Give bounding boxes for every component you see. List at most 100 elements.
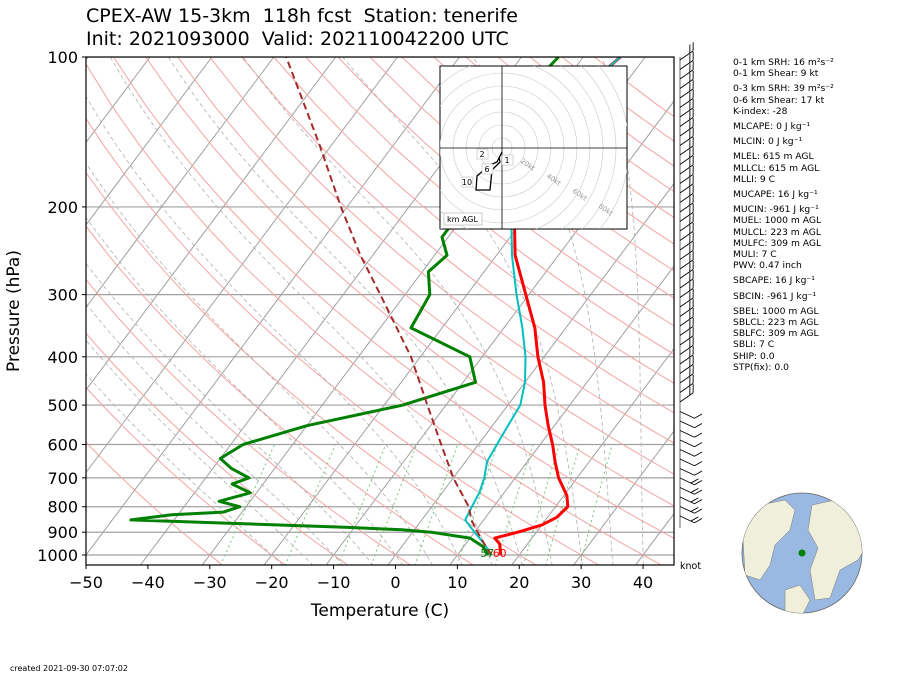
barb-flag [692,165,694,175]
barb-flag [692,184,694,194]
surface-dewpoint-label: 57 [480,547,494,560]
stat-line: MLLCL: 615 m AGL [733,162,820,174]
chart-title: CPEX-AW 15-3km 118h fcst Station: teneri… [86,5,518,27]
barb-staff [679,268,694,279]
barb-flag [692,175,694,184]
barb-flag [692,118,694,127]
barb-flag [689,206,691,215]
wind-barb [679,477,703,486]
barb-flag [692,336,694,346]
wind-barb [679,420,703,429]
stat-line: SHIP: 0.0 [733,350,775,362]
barb-flag [689,168,691,177]
barb-flag [694,451,703,457]
north-america-landmass [742,499,796,581]
dry-adiabat [86,332,349,565]
stat-line: SBLFC: 309 m AGL [733,328,819,340]
barb-flag [689,225,691,234]
wind-units-label: knot [680,561,701,572]
stat-line: MLEL: 615 m AGL [733,151,814,163]
wind-barb [679,232,694,251]
barb-flag [692,80,694,89]
barb-flag [694,508,703,514]
dry-adiabat [86,63,663,565]
stat-line: SBLCL: 223 m AGL [733,317,819,329]
barb-flag [692,251,694,260]
barb-flag [694,518,703,524]
surface-temp-label: 60 [493,547,507,560]
wind-barb [679,137,694,156]
barb-flag [692,137,694,146]
mixing-ratio-line [414,444,459,565]
barb-flag [689,215,691,225]
mixing-ratio-line [284,444,337,565]
barb-staff [679,145,694,156]
isotherm [449,265,674,565]
dry-adiabat [273,57,674,384]
barb-flag [694,489,703,495]
barb-staff [679,373,694,384]
wind-barb [679,61,694,80]
barb-flag [689,44,691,54]
hodograph-height-label: 6 [484,165,489,174]
stat-line: MULI: 7 C [733,249,777,261]
barb-staff [679,211,694,222]
barb-flag [689,291,691,301]
barb-flag [692,327,694,336]
wind-barb [679,165,694,184]
x-tick-label: −20 [255,573,289,592]
barb-flag [689,329,691,339]
barb-flag [692,108,694,118]
wind-barb [679,194,694,213]
barb-flag [692,346,694,355]
barb-flag [689,234,691,244]
barb-flag [689,320,691,329]
barb-staff [679,69,694,80]
wind-barb [679,241,694,260]
barb-flag [689,358,691,367]
barb-flag [692,61,694,70]
moist-adiabat [86,216,404,565]
barb-flag [689,187,691,196]
wind-barbs: knot [679,42,703,572]
barb-flag [694,480,703,486]
hodograph-height-label: 2 [479,150,484,159]
barb-flag [689,310,691,320]
x-axis-label: Temperature (C) [310,601,449,621]
x-tick-label: −50 [69,573,103,592]
barb-staff [679,202,694,213]
wind-barb [679,279,694,298]
barb-flag [694,442,703,448]
wind-barb [679,515,703,524]
dry-adiabat [145,57,674,507]
x-tick-label: −10 [317,573,351,592]
moist-adiabat [86,373,283,565]
stat-line: 0-1 km SRH: 16 m²s⁻² [733,57,834,68]
barb-staff [679,249,694,260]
x-tick-label: 40 [633,573,653,592]
barb-flag [689,348,691,358]
dry-adiabat [209,57,674,444]
dry-adiabat [86,117,600,565]
isotherm [86,57,460,556]
moist-adiabat [86,95,463,565]
isotherm [86,57,337,391]
moist-adiabat [86,162,433,565]
barb-flag [689,139,691,149]
barb-staff [679,449,695,457]
barb-staff [679,316,694,327]
wind-barb [679,222,694,241]
barb-flag [690,487,699,493]
y-tick-label: 900 [47,523,78,542]
wind-barb [679,270,694,289]
barb-flag [692,99,694,108]
barb-flag [689,101,691,111]
barb-flag [692,260,694,270]
wind-barb [679,156,694,175]
wind-barb [679,108,694,127]
barb-flag [689,149,691,158]
barb-flag [689,63,691,73]
barb-flag [692,222,694,232]
barb-flag [692,213,694,222]
